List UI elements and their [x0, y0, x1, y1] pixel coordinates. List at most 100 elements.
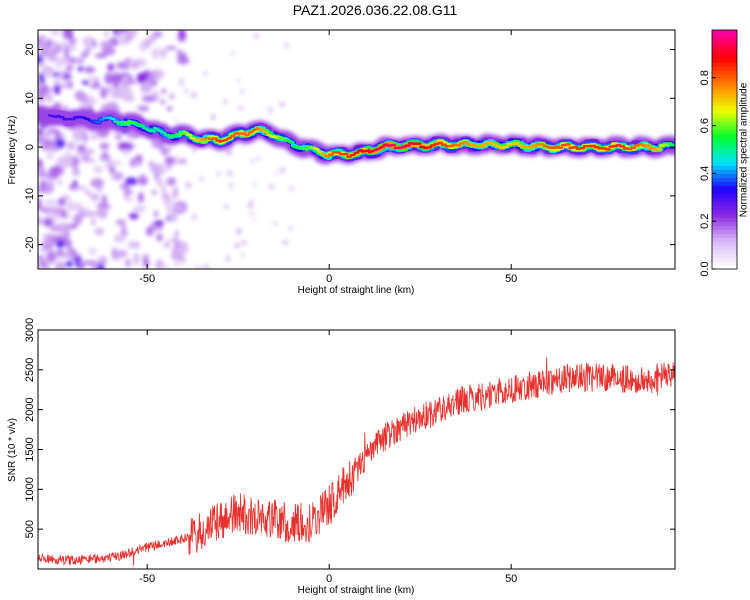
- noise-blob: [247, 202, 254, 209]
- colorbar-tick-label: 0.0: [699, 261, 711, 276]
- figure-title: PAZ1.2026.036.22.08.G11: [292, 2, 458, 18]
- noise-blob: [223, 204, 230, 209]
- noise-blob: [190, 91, 197, 99]
- noise-blob: [237, 106, 244, 111]
- colorbar-swatch: [712, 69, 737, 75]
- noise-blob: [112, 77, 120, 89]
- ridge-segment: [145, 128, 153, 133]
- noise-blob: [65, 141, 76, 151]
- ridge-segment: [233, 131, 240, 136]
- ridge-segment: [226, 136, 233, 141]
- noise-blob: [47, 223, 60, 229]
- colorbar-swatch: [712, 261, 737, 266]
- noise-blob: [184, 88, 188, 94]
- noise-blob: [195, 265, 201, 269]
- colorbar-title: Normalized spectral amplitude: [739, 82, 750, 217]
- colorbar-swatch: [712, 169, 737, 174]
- noise-blob: [49, 206, 62, 213]
- noise-blob: [101, 194, 107, 205]
- ridge-segment: [317, 149, 324, 154]
- noise-blob: [157, 222, 164, 227]
- snr-y-tick-label: 2500: [24, 358, 36, 382]
- noise-blob: [268, 184, 275, 189]
- noise-blob: [66, 155, 73, 167]
- noise-blob: [38, 158, 43, 169]
- noise-blob: [240, 252, 245, 258]
- colorbar-swatch: [712, 73, 737, 79]
- noise-blob: [111, 171, 124, 181]
- noise-blob: [121, 72, 129, 78]
- noise-blob: [88, 248, 97, 255]
- noise-blob: [63, 238, 72, 248]
- noise-blob: [59, 252, 74, 258]
- noise-blob: [145, 226, 154, 236]
- colorbar-swatch: [712, 117, 737, 123]
- colorbar-tick-label: 0.4: [699, 166, 711, 181]
- ridge-segment: [244, 133, 251, 137]
- spectrogram-heatmap: [38, 30, 675, 269]
- noise-blob: [226, 170, 233, 177]
- snr-y-tick-label: 1500: [24, 437, 36, 461]
- noise-blob: [77, 65, 84, 72]
- noise-blob: [119, 142, 133, 152]
- noise-blob: [128, 190, 133, 195]
- noise-blob: [83, 148, 95, 155]
- spectrogram-x-tick-label: 0: [326, 273, 332, 285]
- noise-blob: [166, 106, 173, 112]
- noise-blob: [104, 31, 109, 37]
- noise-blob: [45, 213, 53, 221]
- noise-blob: [168, 93, 176, 100]
- noise-blob: [155, 179, 164, 187]
- noise-blob: [198, 176, 205, 182]
- noise-blob: [115, 134, 122, 140]
- colorbar-swatch: [712, 265, 737, 270]
- noise-blob: [53, 44, 61, 55]
- ridge-segment: [324, 154, 331, 158]
- noise-blob: [147, 72, 153, 85]
- noise-blob: [240, 239, 248, 246]
- noise-blob: [38, 128, 43, 136]
- noise-blob: [116, 30, 122, 39]
- noise-blob: [38, 255, 45, 260]
- noise-blob: [122, 148, 130, 156]
- snr-x-tick-label: 0: [326, 573, 332, 585]
- ridge-segment: [320, 152, 327, 156]
- colorbar-swatch: [712, 249, 737, 254]
- noise-blob: [143, 81, 153, 92]
- noise-blob: [47, 56, 57, 61]
- noise-blob: [192, 146, 197, 153]
- noise-blob: [107, 63, 115, 72]
- noise-blob: [144, 38, 151, 48]
- noise-blob: [127, 241, 141, 249]
- colorbar-swatch: [712, 133, 737, 139]
- noise-blob: [131, 59, 139, 70]
- noise-blob: [235, 228, 242, 235]
- noise-blob: [99, 40, 114, 49]
- snr-x-tick-label: 50: [505, 573, 517, 585]
- noise-blob: [40, 207, 53, 214]
- noise-blob: [125, 74, 134, 86]
- noise-blob: [93, 165, 103, 174]
- noise-blob: [78, 208, 85, 221]
- colorbar-swatch: [712, 77, 737, 83]
- spectrogram-panel: -50 0 50 -20 -10 0 10 20 Height of straight lin…: [7, 29, 676, 296]
- colorbar-tick-label: 0.6: [699, 118, 711, 133]
- colorbar-swatch: [712, 153, 737, 159]
- spectrogram-x-tick-label: 50: [505, 273, 517, 285]
- noise-blob: [98, 255, 108, 266]
- noise-blob: [68, 37, 77, 46]
- noise-blob: [138, 105, 150, 112]
- noise-blob: [94, 53, 108, 59]
- noise-blob: [250, 157, 255, 165]
- noise-blob: [151, 189, 157, 195]
- noise-blob: [248, 199, 254, 203]
- noise-blob: [46, 153, 54, 159]
- noise-blob: [50, 30, 61, 36]
- noise-blob: [235, 79, 241, 83]
- noise-blob: [168, 145, 173, 151]
- noise-blob: [267, 106, 274, 114]
- noise-blob: [160, 185, 167, 193]
- noise-blob: [282, 240, 289, 245]
- colorbar-swatch: [712, 145, 737, 151]
- colorbar-swatch: [712, 101, 737, 107]
